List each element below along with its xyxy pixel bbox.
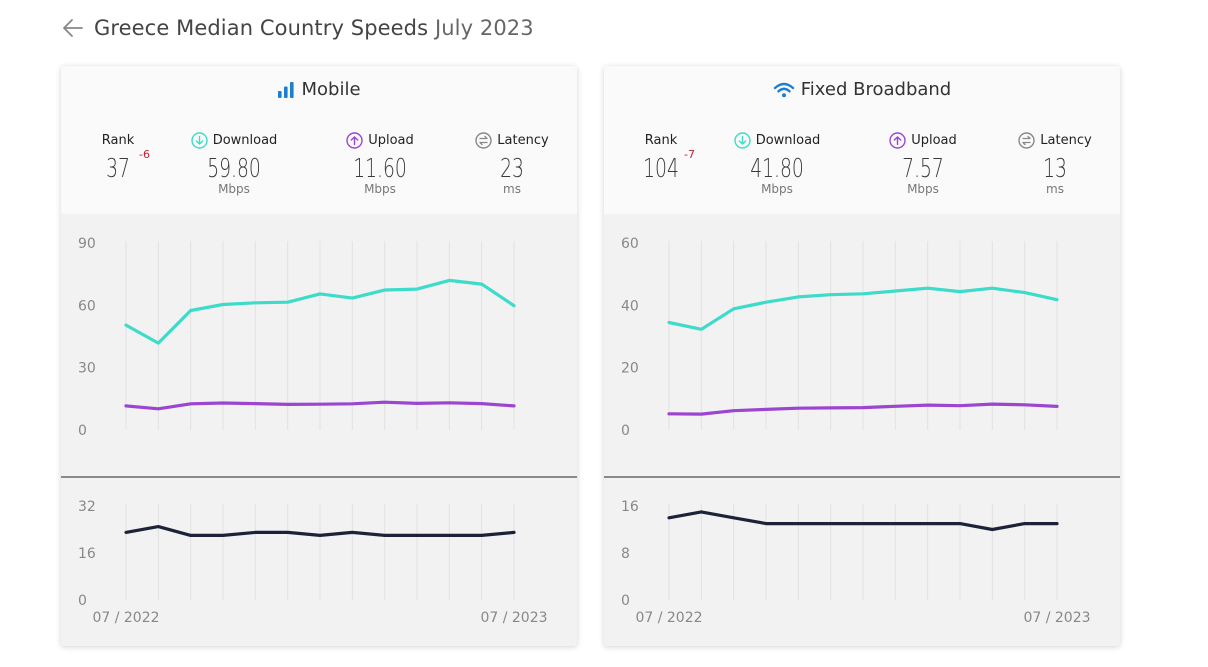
upload-icon	[346, 131, 363, 149]
fixed-card-title-text: Fixed Broadband	[800, 79, 952, 100]
fixed-speed-ytick-label: 20	[621, 361, 639, 377]
mobile-upload-value: 11.60	[353, 154, 407, 184]
mobile-card-title: Mobile	[61, 79, 577, 100]
fixed-latency-unit: ms	[1046, 182, 1064, 196]
fixed-latency-ytick-label: 8	[621, 546, 630, 562]
fixed-latency-xtick-label: 07 / 2023	[1023, 610, 1090, 626]
mobile-charts: 0 30 60 90 0 16 32 07 / 2022 07 / 2023	[61, 236, 577, 626]
fixed-charts: 0 20 40 60 0 8 16 07 / 2022 07 / 2023	[604, 236, 1120, 626]
page-title-text: Greece Median Country Speeds	[94, 16, 429, 40]
page-header: Greece Median Country Speeds July 2023	[60, 12, 534, 44]
fixed-speed-download-line	[667, 286, 1059, 331]
fixed-card: Fixed Broadband Rank 104 -7 Download 41.…	[604, 66, 1120, 646]
fixed-latency-xtick-label: 07 / 2022	[635, 610, 702, 626]
latency-icon	[475, 131, 492, 149]
mobile-latency-ytick-label: 32	[78, 499, 96, 515]
mobile-rank-value: 37	[106, 154, 130, 184]
fixed-latency-ytick-label: 16	[621, 499, 639, 515]
fixed-card-title: Fixed Broadband	[604, 79, 1120, 100]
mobile-latency-xtick-label: 07 / 2023	[480, 610, 547, 626]
upload-icon	[889, 131, 906, 149]
back-arrow-icon[interactable]	[60, 15, 86, 41]
fixed-upload-value: 7.57	[902, 154, 944, 184]
upload-label: Upload	[911, 132, 957, 148]
fixed-speed-ytick-label: 0	[621, 423, 630, 439]
mobile-upload: Upload 11.60 Mbps	[320, 130, 440, 196]
mobile-speed-ytick-label: 30	[78, 361, 96, 377]
download-icon	[733, 131, 751, 149]
fixed-latency-ytick-label: 0	[621, 593, 630, 609]
upload-label: Upload	[368, 132, 414, 148]
latency-icon	[1018, 131, 1035, 149]
fixed-rank-value: 104	[643, 154, 679, 184]
fixed-latency-latency-line	[667, 510, 1059, 532]
mobile-speed-ytick-label: 90	[78, 236, 96, 252]
fixed-latency-value: 13	[1043, 154, 1067, 184]
page-title: Greece Median Country Speeds July 2023	[94, 16, 534, 40]
mobile-latency: Latency 23 ms	[452, 130, 572, 196]
fixed-speed-ytick-label: 60	[621, 236, 639, 252]
mobile-latency-unit: ms	[503, 182, 521, 196]
rank-label: Rank	[101, 132, 135, 148]
page-title-period: July 2023	[434, 16, 534, 40]
mobile-card: Mobile Rank 37 -6 Download 59.80 Mbps Up…	[61, 66, 577, 646]
download-icon	[190, 131, 208, 149]
rank-label: Rank	[644, 132, 678, 148]
mobile-download-unit: Mbps	[218, 182, 250, 196]
mobile-download: Download 59.80 Mbps	[174, 130, 294, 196]
fixed-speed-upload-line	[667, 402, 1059, 416]
mobile-latency-xtick-label: 07 / 2022	[92, 610, 159, 626]
mobile-speed-download-line	[124, 278, 516, 345]
fixed-speed-ytick-label: 40	[621, 298, 639, 314]
fixed-rank: Rank 104	[604, 130, 721, 185]
fixed-download-value: 41.80	[750, 154, 804, 184]
mobile-card-title-text: Mobile	[301, 79, 361, 100]
mobile-speed-upload-line	[124, 400, 516, 411]
signal-bars-icon	[278, 81, 295, 98]
mobile-latency-ytick-label: 16	[78, 546, 96, 562]
mobile-rank-change: -6	[139, 148, 150, 161]
mobile-speed-ytick-label: 60	[78, 298, 96, 314]
mobile-latency-latency-line	[124, 525, 516, 537]
latency-label: Latency	[1040, 132, 1092, 148]
download-label: Download	[755, 132, 821, 148]
mobile-speed-ytick-label: 0	[78, 423, 87, 439]
mobile-latency-value: 23	[500, 154, 524, 184]
fixed-upload: Upload 7.57 Mbps	[863, 130, 983, 196]
wifi-icon	[773, 82, 794, 97]
fixed-download-unit: Mbps	[761, 182, 793, 196]
fixed-latency: Latency 13 ms	[995, 130, 1115, 196]
fixed-upload-unit: Mbps	[907, 182, 939, 196]
fixed-rank-change: -7	[684, 148, 695, 161]
mobile-download-value: 59.80	[207, 154, 261, 184]
download-label: Download	[212, 132, 278, 148]
mobile-rank: Rank 37	[61, 130, 178, 185]
fixed-download: Download 41.80 Mbps	[717, 130, 837, 196]
mobile-latency-ytick-label: 0	[78, 593, 87, 609]
latency-label: Latency	[497, 132, 549, 148]
mobile-upload-unit: Mbps	[364, 182, 396, 196]
